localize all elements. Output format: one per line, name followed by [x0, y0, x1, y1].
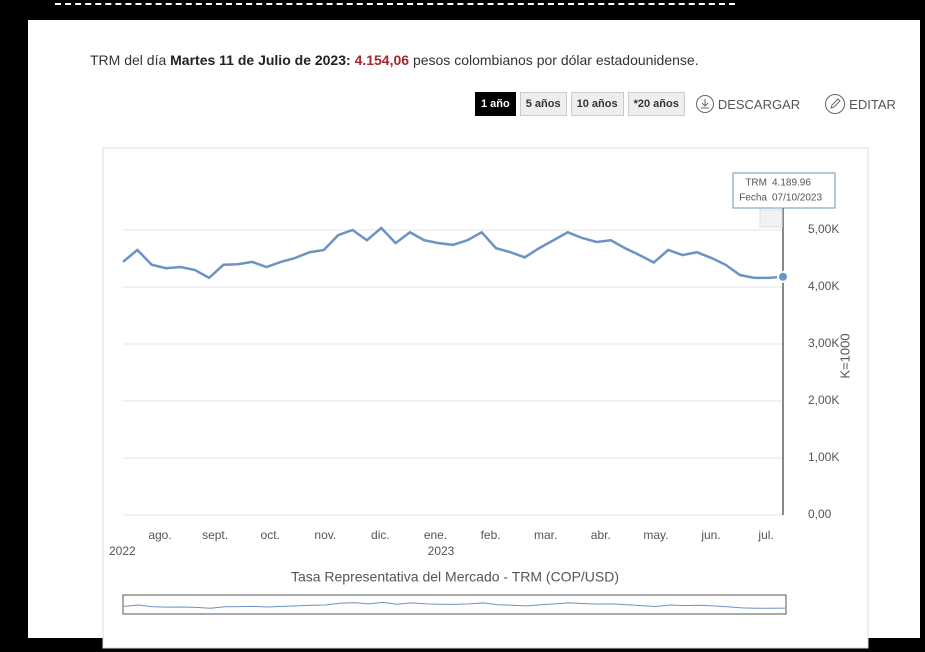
edit[interactable]: EDITAR: [824, 93, 896, 115]
edit-icon: [825, 94, 846, 114]
dashed-rule: [55, 3, 735, 5]
x-tick-label: jul.: [757, 528, 773, 542]
range-button[interactable]: 5 años: [519, 92, 567, 116]
date: Martes 11 de Julio de 2023:: [170, 52, 351, 68]
hover-marker: [777, 270, 789, 283]
x-tick-label: feb.: [481, 528, 501, 542]
tooltip-value: 4.189.96: [772, 178, 811, 189]
download-label: DESCARGAR: [717, 96, 801, 112]
x-tick-label: ene.: [424, 528, 447, 542]
tooltip-date-label: Fecha: [739, 193, 767, 204]
chart-frame: [102, 147, 869, 649]
y-tick-label: 3,00K: [808, 336, 839, 350]
suffix: pesos colombianos por dólar estadouniden…: [412, 52, 699, 68]
chart-subtitle: Tasa Representativa del Mercado - TRM (C…: [291, 569, 619, 585]
x-tick-label: nov.: [314, 528, 336, 542]
x-tick-label: abr.: [591, 528, 611, 542]
x-tick-label: may.: [643, 528, 668, 542]
toolbar: 1 año 5 años 10 años *20 años DESCARGAR …: [475, 92, 896, 116]
tooltip-date: 07/10/2023: [772, 193, 822, 204]
range-button[interactable]: *20 años: [627, 92, 685, 116]
zoom-icon: [759, 209, 783, 228]
navigator-line: [123, 601, 786, 609]
y-tick-label: 5,00K: [808, 222, 839, 236]
download-icon: [695, 95, 714, 113]
y-tick-label: 2,00K: [808, 393, 839, 407]
y-tick-label: 1,00K: [808, 450, 839, 464]
y-tick-label: 4,00K: [808, 279, 839, 293]
x-tick-label: sept.: [202, 528, 228, 542]
x-tick-label: jun.: [700, 528, 720, 542]
x-tick-label: ago.: [148, 528, 171, 542]
year-label: 2022: [109, 544, 136, 558]
tooltip-name: TRM: [745, 178, 767, 189]
prefix: TRM del día: [90, 52, 167, 68]
tooltip: [732, 172, 836, 209]
download[interactable]: DESCARGAR: [695, 94, 800, 114]
x-tick-label: dic.: [371, 528, 390, 542]
rate: 4.154,06: [354, 52, 410, 68]
y-tick-label: 0,00: [808, 507, 832, 521]
range-button[interactable]: 1 año: [475, 92, 516, 116]
range-button[interactable]: 10 años: [570, 92, 624, 116]
year-label: 2023: [428, 544, 455, 558]
line: [122, 226, 784, 280]
x-tick-label: oct.: [261, 528, 280, 542]
x-tick-label: mar.: [534, 528, 557, 542]
edit-label: EDITAR: [849, 96, 896, 112]
y-axis-label: K=1000: [837, 333, 852, 378]
headline: TRM del día Martes 11 de Julio de 2023: …: [90, 52, 699, 68]
